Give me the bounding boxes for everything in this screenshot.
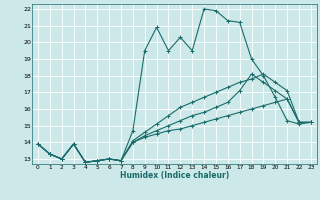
X-axis label: Humidex (Indice chaleur): Humidex (Indice chaleur) — [120, 171, 229, 180]
